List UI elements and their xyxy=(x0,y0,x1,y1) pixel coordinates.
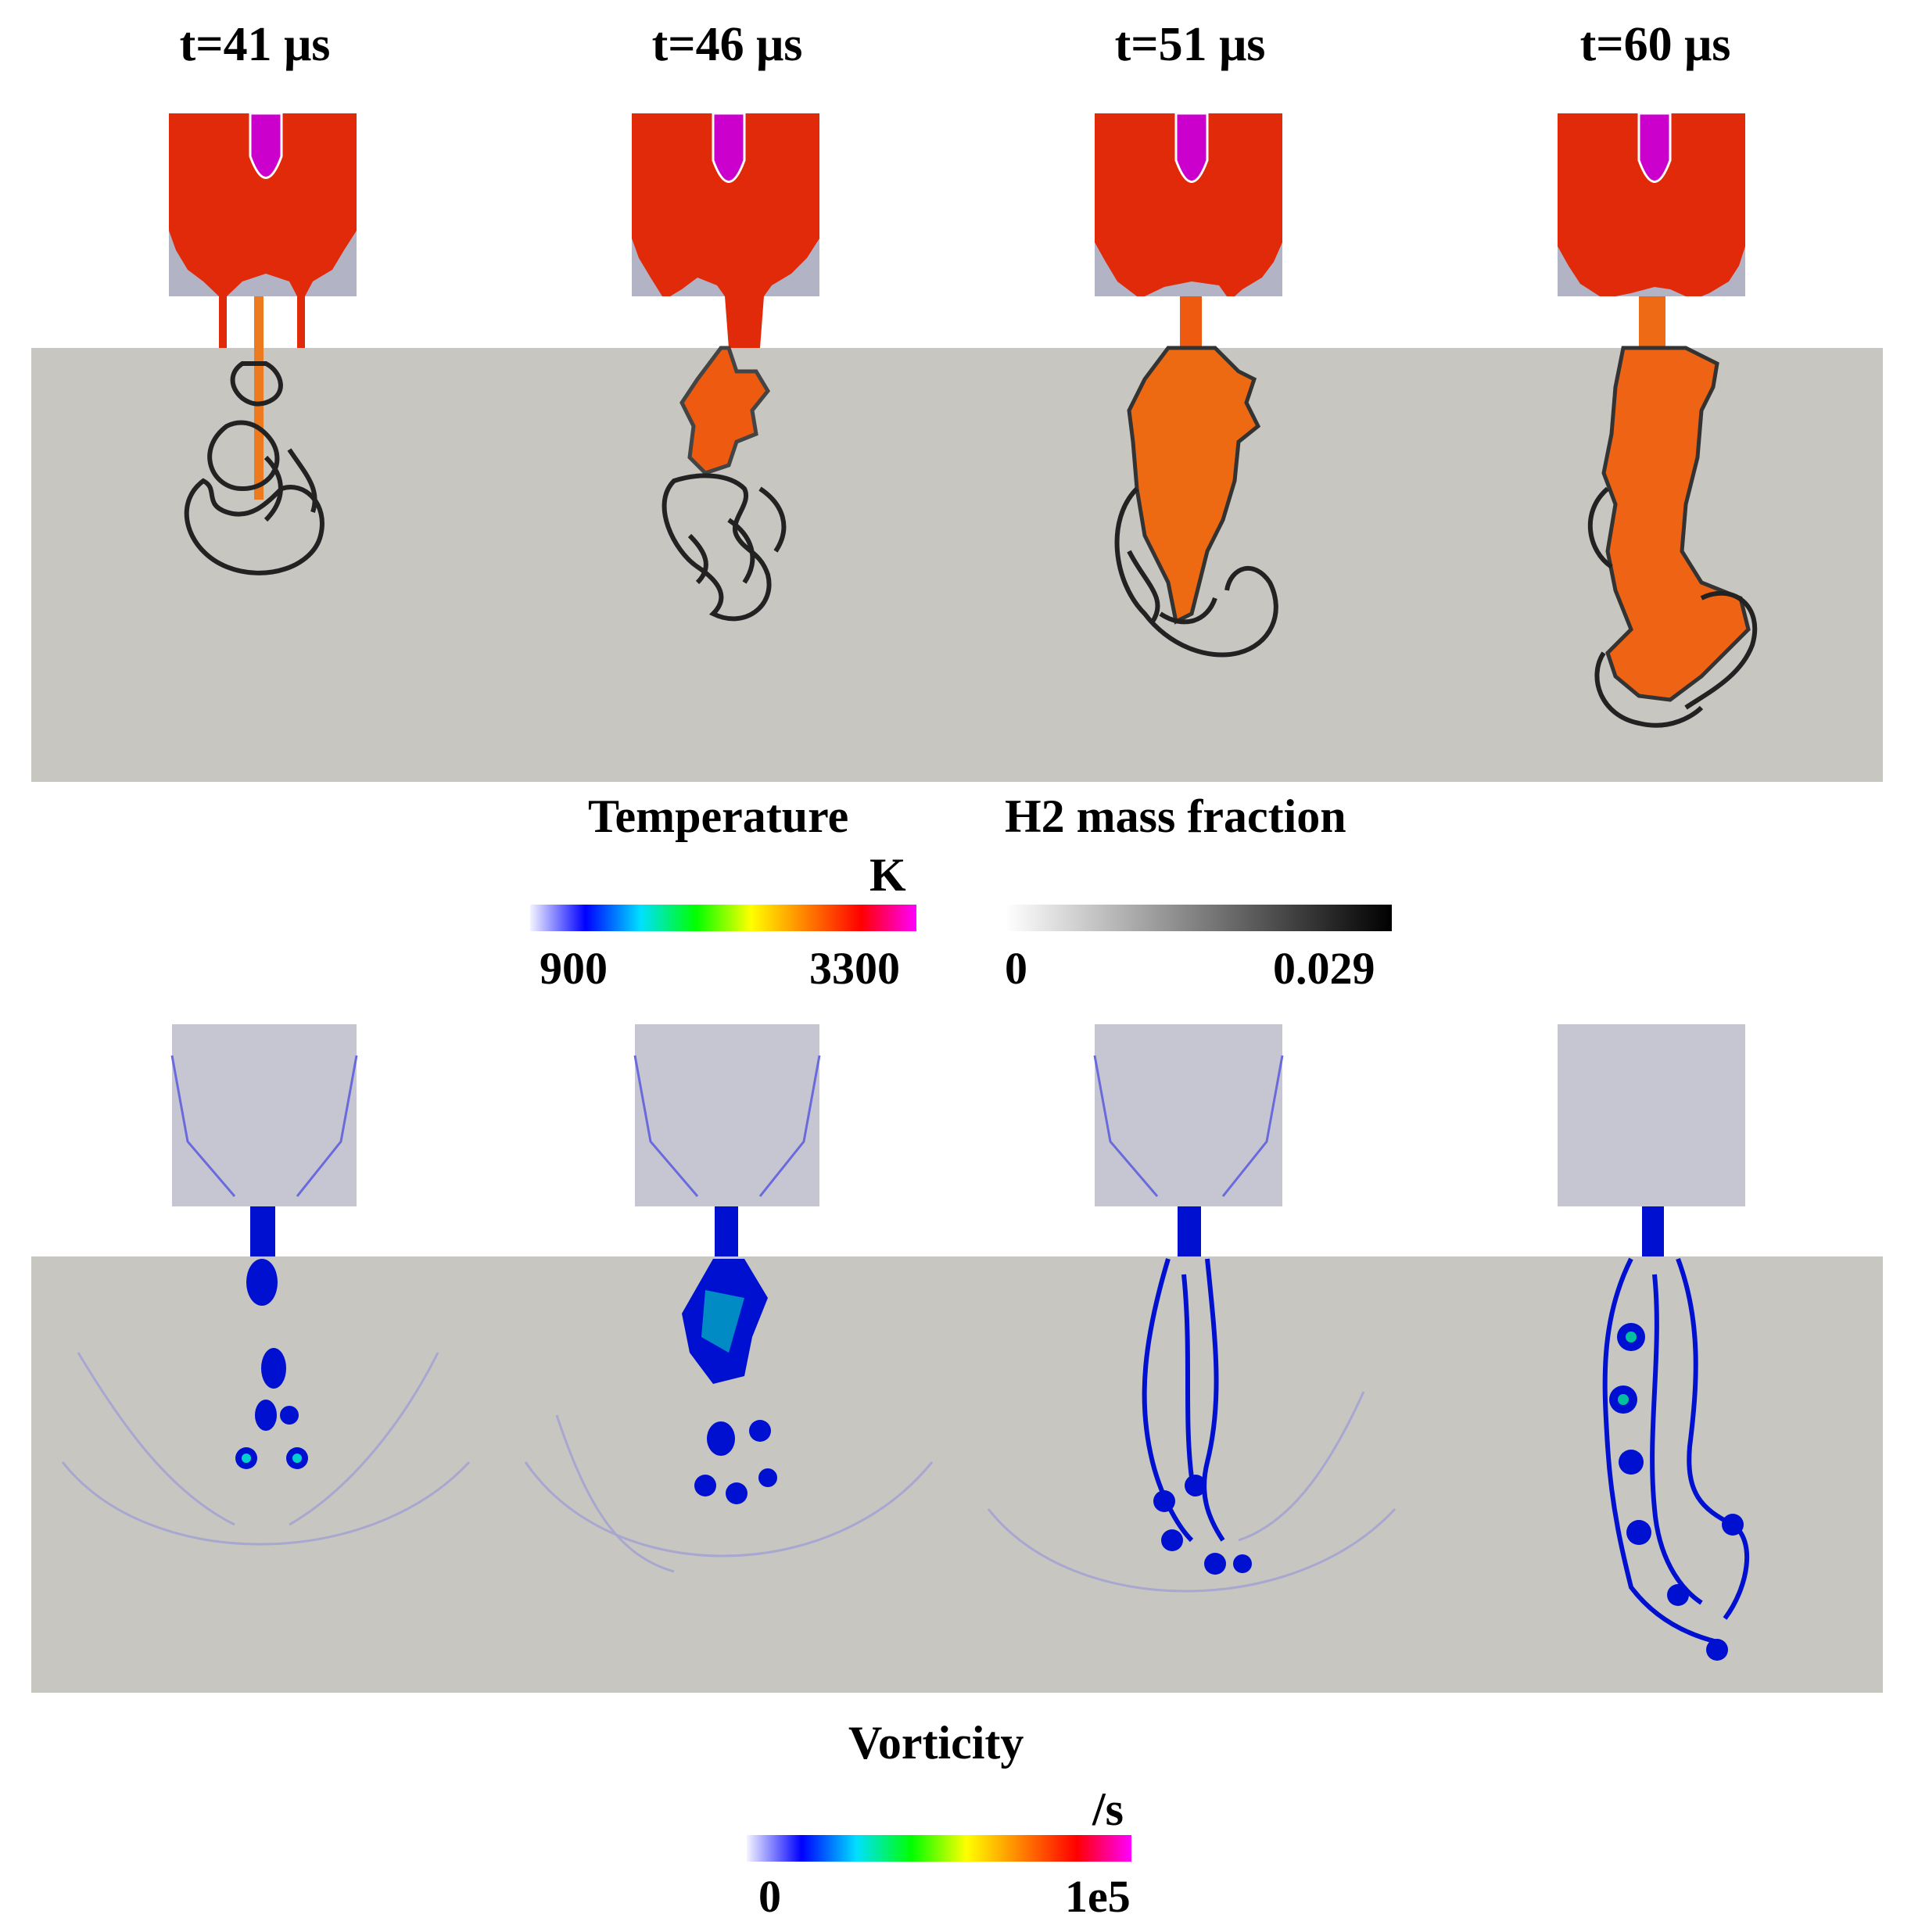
temperature-field-t46 xyxy=(494,113,957,782)
time-label-3: t=51 μs xyxy=(1114,18,1266,71)
vorticity-colorbar-unit: /s xyxy=(1092,1783,1124,1835)
temperature-field-t51 xyxy=(957,113,1420,782)
vorticity-field-t41 xyxy=(31,1024,494,1693)
temperature-colorbar xyxy=(530,905,916,931)
vorticity-field-t46 xyxy=(494,1024,957,1693)
time-label-1: t=41 μs xyxy=(179,18,331,71)
vorticity-field-t51 xyxy=(957,1024,1420,1693)
temperature-field-t41 xyxy=(31,113,494,782)
time-label-4: t=60 μs xyxy=(1579,18,1731,71)
temperature-colorbar-min: 900 xyxy=(540,943,608,994)
h2-colorbar-min: 0 xyxy=(1005,943,1027,994)
h2-colorbar-title: H2 mass fraction xyxy=(1005,790,1346,842)
vorticity-colorbar xyxy=(747,1835,1131,1862)
time-label-2: t=46 μs xyxy=(651,18,803,71)
vorticity-colorbar-title: Vorticity xyxy=(848,1717,1024,1769)
h2-colorbar xyxy=(1006,905,1392,931)
vorticity-colorbar-max: 1e5 xyxy=(1065,1871,1131,1922)
vorticity-colorbar-min: 0 xyxy=(758,1871,781,1922)
h2-colorbar-max: 0.029 xyxy=(1273,943,1375,994)
vorticity-field-t60 xyxy=(1420,1024,1883,1693)
temperature-field-t60 xyxy=(1420,113,1883,782)
temperature-colorbar-unit: K xyxy=(869,849,906,901)
temperature-colorbar-max: 3300 xyxy=(809,943,900,994)
temperature-colorbar-title: Temperature xyxy=(588,790,849,842)
